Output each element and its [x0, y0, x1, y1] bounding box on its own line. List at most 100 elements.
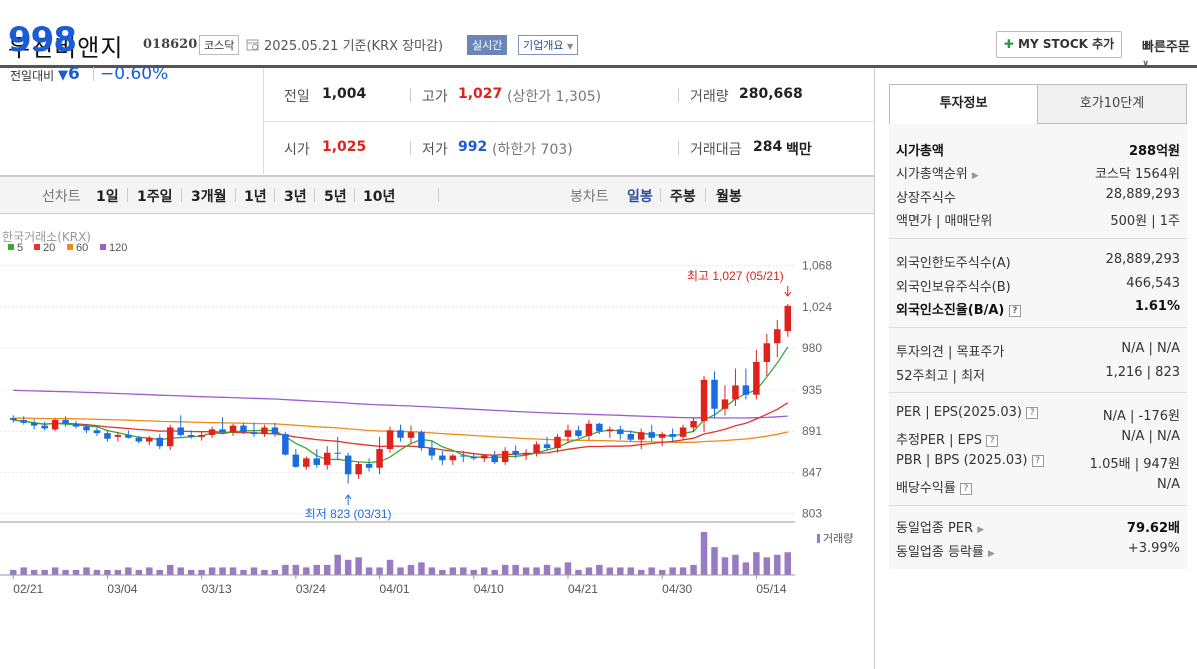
- info-row-cap-rank[interactable]: 시가총액순위 ▶ 코스닥 1564위: [896, 163, 1180, 185]
- candle-body: [700, 379, 708, 421]
- foreign-hold-label: 외국인보유주식수(B): [896, 280, 1011, 295]
- add-my-stock-button[interactable]: ✚ MY STOCK 추가: [996, 31, 1122, 58]
- date-text: 2025.05.21 기준(KRX 장마감): [264, 39, 444, 54]
- tab-order-book[interactable]: 호가10단계: [1037, 84, 1187, 124]
- candle-body: [439, 455, 446, 461]
- volume-bar: [522, 567, 530, 575]
- x-tick-label: 03/24: [296, 582, 326, 596]
- ma-legend-label: 5: [17, 242, 23, 254]
- x-tick-label: 04/30: [662, 582, 692, 596]
- candle-body: [501, 450, 509, 463]
- help-icon[interactable]: ?: [1026, 407, 1039, 419]
- candle-body: [711, 379, 718, 409]
- foreign-ratio-text: 외국인소진율(B/A): [896, 303, 1005, 318]
- candle-body: [125, 434, 132, 438]
- volume-bar: [596, 564, 603, 575]
- candle-weekly[interactable]: 주봉: [670, 189, 696, 205]
- period-separator: [274, 188, 275, 202]
- candle-body: [585, 423, 593, 436]
- realtime-button[interactable]: 실시간: [467, 35, 508, 55]
- candle-body: [135, 437, 143, 442]
- candle-body: [271, 427, 279, 435]
- pbr-value: 1.05배 | 947원: [1089, 457, 1180, 472]
- volume-bar: [30, 569, 38, 575]
- candle-body: [721, 399, 729, 409]
- open-value: 1,025: [322, 139, 367, 155]
- candle-body: [491, 455, 498, 463]
- foreign-ratio-label: 외국인소진율(B/A) ?: [896, 299, 1021, 318]
- volume-bar: [774, 554, 781, 575]
- period-1d[interactable]: 1일: [96, 189, 119, 205]
- quote-row-divider: [263, 121, 875, 122]
- candle-monthly[interactable]: 월봉: [716, 189, 742, 205]
- candle-body: [480, 455, 488, 459]
- ma-legend-label: 20: [43, 242, 55, 254]
- help-icon[interactable]: ?: [986, 435, 999, 447]
- volume-bar: [229, 567, 237, 575]
- info-row-sector-change[interactable]: 동일업종 등락률 ▶ +3.99%: [896, 541, 1180, 563]
- info-divider: [889, 327, 1187, 328]
- ma-legend-swatch: [100, 244, 106, 250]
- plus-icon: ✚: [1003, 37, 1014, 51]
- help-icon[interactable]: ?: [1008, 305, 1021, 317]
- exchange-label: 한국거래소(KRX): [2, 230, 91, 244]
- candle-body: [62, 420, 69, 424]
- low-annotation: 최저 823 (03/31): [305, 507, 392, 521]
- y-tick-label: 980: [802, 341, 822, 355]
- help-icon[interactable]: ?: [1031, 455, 1044, 467]
- per-text: PER | EPS(2025.03): [896, 405, 1022, 420]
- help-icon[interactable]: ?: [959, 483, 972, 495]
- volume-bar: [418, 562, 425, 575]
- high-label: 고가: [422, 89, 448, 105]
- high-annotation: 최고 1,027 (05/21): [687, 269, 784, 283]
- candle-body: [763, 343, 771, 362]
- info-row-sector-per[interactable]: 동일업종 PER ▶ 79.62배: [896, 517, 1180, 539]
- period-1y[interactable]: 1년: [244, 189, 267, 205]
- volume-bar: [240, 569, 247, 575]
- tab-investment-info[interactable]: 투자정보: [889, 84, 1038, 124]
- period-1w[interactable]: 1주일: [137, 189, 173, 205]
- y-tick-label: 1,068: [802, 259, 832, 273]
- candle-body: [355, 463, 362, 475]
- period-5y[interactable]: 5년: [324, 189, 347, 205]
- volume-bar: [460, 567, 467, 575]
- company-overview-dropdown[interactable]: 기업개요 ▼: [518, 35, 579, 55]
- candle-body: [575, 430, 582, 436]
- w52-label: 52주최고 | 최저: [896, 369, 985, 384]
- est-per-value: N/A | N/A: [1121, 429, 1180, 444]
- candle-body: [606, 429, 614, 432]
- quote-separator: [678, 88, 679, 102]
- line-chart-label: 선차트: [42, 189, 81, 205]
- candle-body: [114, 434, 122, 437]
- volume-bar: [763, 557, 771, 575]
- candle-body: [344, 455, 352, 475]
- period-separator: [438, 188, 439, 202]
- volume-bar: [72, 569, 80, 575]
- volume-bar: [83, 567, 90, 575]
- info-row-pbr: PBR | BPS (2025.03) ? 1.05배 | 947원: [896, 453, 1180, 475]
- low-label: 저가: [422, 142, 448, 158]
- info-row-market-cap: 시가총액 288억원: [896, 140, 1180, 162]
- volume-bar: [585, 567, 593, 575]
- quote-separator: [410, 141, 411, 155]
- prev-close-value: 1,004: [322, 86, 367, 102]
- period-separator: [181, 188, 182, 202]
- volume-bar: [261, 569, 268, 575]
- change-label: 전일대비: [10, 69, 55, 83]
- candle-daily[interactable]: 일봉: [627, 189, 653, 205]
- period-3y[interactable]: 3년: [284, 189, 307, 205]
- candle-body: [20, 420, 27, 423]
- candle-body: [187, 434, 195, 437]
- volume-bar: [700, 532, 708, 575]
- quick-order-button[interactable]: 빠른주문 ∨: [1142, 36, 1197, 70]
- low-value: 992: [458, 139, 488, 155]
- chevron-right-icon: ▶: [971, 171, 979, 181]
- quick-order-label: 빠른주문: [1142, 40, 1190, 55]
- info-row-foreign-hold: 외국인보유주식수(B) 466,543: [896, 276, 1180, 298]
- period-3m[interactable]: 3개월: [191, 189, 227, 205]
- upper-limit: (상한가 1,305): [507, 89, 602, 105]
- info-row-par: 액면가 | 매매단위 500원 | 1주: [896, 210, 1180, 232]
- period-10y[interactable]: 10년: [363, 189, 396, 205]
- candle-body: [240, 425, 247, 433]
- candlestick-chart[interactable]: 5 20 60 120 1,068 1,024 980 935 891 847 803 최고 1,02…: [0, 238, 874, 600]
